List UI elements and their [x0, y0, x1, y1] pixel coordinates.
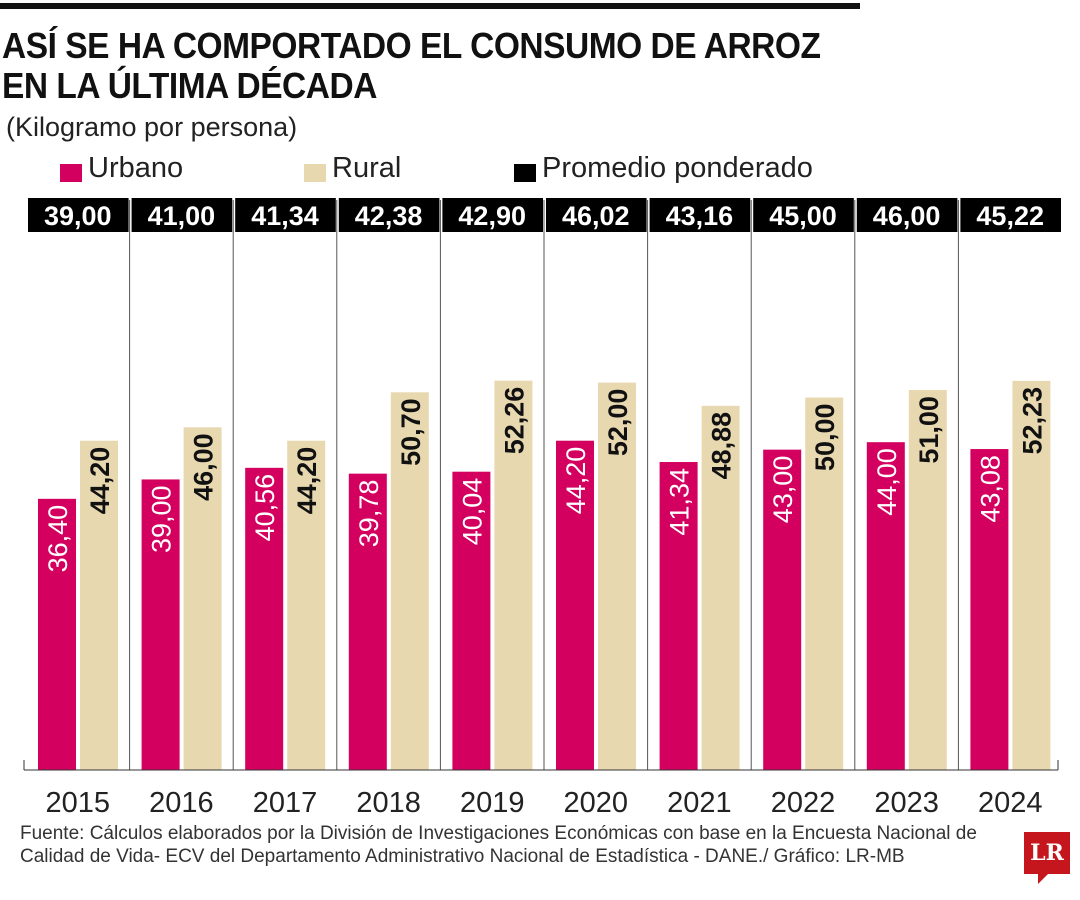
x-tick-label: 2020 — [564, 787, 629, 819]
legend-swatch-promedio — [514, 163, 536, 182]
avg-label: 41,00 — [148, 201, 216, 231]
x-tick-label: 2024 — [978, 787, 1043, 819]
legend-urbano: Urbano — [60, 152, 183, 185]
avg-box — [442, 198, 543, 232]
bar-urbano — [866, 442, 905, 770]
urbano-value-label: 39,78 — [354, 480, 384, 548]
bar-rural — [805, 397, 844, 770]
bar-rural — [1012, 380, 1051, 770]
rural-value-label: 44,20 — [292, 447, 322, 515]
avg-box — [338, 198, 440, 232]
rural-value-label: 46,00 — [189, 433, 219, 501]
urbano-value-label: 43,00 — [768, 456, 798, 524]
avg-label: 41,34 — [251, 201, 319, 231]
lr-logo: LR — [1024, 832, 1070, 884]
bar-rural — [183, 427, 222, 770]
bar-rural — [287, 440, 326, 770]
urbano-value-label: 44,20 — [561, 447, 591, 515]
urbano-value-label: 44,00 — [872, 448, 902, 516]
bar-urbano — [141, 479, 180, 770]
x-tick-label: 2016 — [149, 787, 214, 819]
rural-value-label: 52,26 — [499, 387, 529, 455]
avg-box — [960, 198, 1061, 232]
avg-label: 42,90 — [458, 201, 526, 231]
rural-value-label: 48,88 — [707, 412, 737, 480]
legend: Urbano Rural Promedio ponderado — [0, 152, 1080, 188]
avg-label: 39,00 — [44, 201, 112, 231]
urbano-value-label: 40,56 — [250, 474, 280, 542]
x-tick-label: 2023 — [874, 787, 939, 819]
rural-value-label: 52,00 — [603, 389, 633, 457]
avg-label: 42,38 — [355, 201, 423, 231]
bar-urbano — [556, 440, 594, 770]
x-tick-label: 2022 — [771, 787, 836, 819]
bar-urbano — [659, 462, 698, 770]
rural-value-label: 44,20 — [85, 447, 115, 515]
rural-value-label: 50,70 — [396, 398, 426, 466]
plot-area: 39,00 36,40 44,20 2015 41,00 39,00 46,00 2016 41… — [23, 198, 1061, 819]
avg-label: 46,00 — [873, 201, 941, 231]
x-tick-label: 2015 — [46, 787, 111, 819]
legend-label: Rural — [332, 152, 402, 184]
avg-label: 45,22 — [976, 201, 1044, 231]
bar-rural — [80, 440, 118, 770]
bar-rural — [494, 380, 533, 770]
legend-label: Promedio ponderado — [542, 152, 813, 184]
bar-rural — [701, 405, 740, 770]
bar-urbano — [970, 449, 1009, 770]
bar-rural — [390, 392, 429, 770]
x-tick-label: 2017 — [253, 787, 318, 819]
bar-rural — [908, 390, 947, 770]
avg-box — [753, 198, 854, 232]
legend-rural: Rural — [304, 152, 401, 185]
rural-value-label: 52,23 — [1017, 387, 1047, 455]
urbano-value-label: 39,00 — [147, 485, 177, 553]
avg-box — [856, 198, 958, 232]
bar-urbano — [763, 449, 802, 770]
top-rule — [0, 3, 860, 9]
chart-title: ASÍ SE HA COMPORTADO EL CONSUMO DE ARROZ… — [2, 25, 821, 106]
x-tick-label: 2019 — [460, 787, 525, 819]
avg-label: 45,00 — [769, 201, 837, 231]
legend-label: Urbano — [88, 152, 184, 184]
avg-label: 46,02 — [562, 201, 630, 231]
urbano-value-label: 36,40 — [43, 505, 73, 573]
urbano-value-label: 40,04 — [457, 478, 487, 546]
bar-urbano — [245, 467, 284, 770]
x-tick-label: 2021 — [667, 787, 732, 819]
avg-label: 43,16 — [666, 201, 734, 231]
legend-swatch-urbano — [60, 163, 82, 182]
avg-box — [131, 198, 233, 232]
avg-box — [649, 198, 751, 232]
rural-value-label: 51,00 — [914, 396, 944, 464]
urbano-value-label: 41,34 — [665, 468, 695, 536]
legend-swatch-rural — [304, 163, 326, 182]
bar-rural — [598, 382, 636, 770]
bar-urbano — [452, 471, 491, 770]
source-note: Fuente: Cálculos elaborados por la Divis… — [20, 823, 977, 867]
avg-box — [546, 198, 647, 232]
chart-subtitle: (Kilogramo por persona) — [6, 112, 298, 142]
avg-box — [28, 198, 129, 232]
rural-value-label: 50,00 — [810, 404, 840, 472]
legend-promedio: Promedio ponderado — [514, 152, 813, 185]
bar-urbano — [348, 473, 387, 770]
avg-box — [235, 198, 336, 232]
urbano-value-label: 43,08 — [975, 455, 1005, 523]
x-tick-label: 2018 — [356, 787, 421, 819]
bar-urbano — [38, 498, 76, 770]
